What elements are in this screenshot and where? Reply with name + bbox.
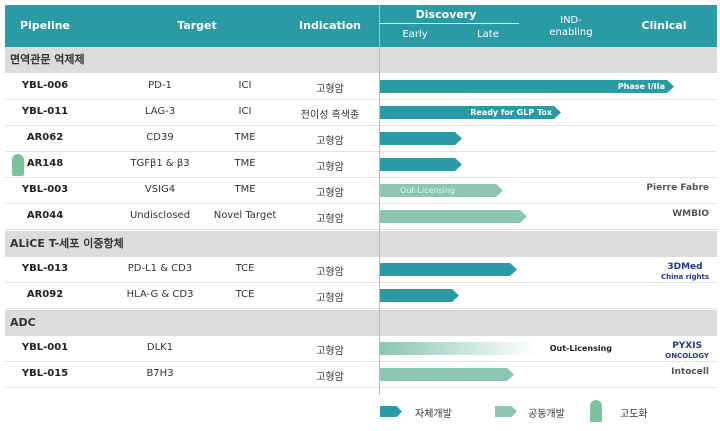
col-late: Late: [477, 29, 499, 40]
indication: 고형암: [316, 346, 344, 357]
indication: 전이성 흑색종: [300, 110, 360, 121]
indication: 고형암: [316, 372, 344, 383]
modality: Novel Target: [213, 210, 277, 221]
modality: TME: [234, 158, 256, 169]
table-row: YBL-006 PD-1 ICI 고형암 Phase I/IIa: [5, 74, 717, 100]
col-early: Early: [402, 29, 428, 40]
target: PD-1: [148, 80, 172, 91]
table-row: YBL-013 PD-L1 & CD3 TCE 고형암 3DMed China r…: [5, 257, 717, 283]
indication: 고형암: [316, 162, 344, 173]
pipeline-name: YBL-015: [21, 368, 69, 379]
progress-bar: Out-Licensing: [380, 342, 621, 355]
legend-own-swatch: [380, 406, 402, 417]
pipeline-name: AR062: [26, 132, 64, 143]
progress-bar: Ready for GLP Tox: [380, 106, 561, 119]
target: LAG-3: [144, 106, 176, 117]
pipeline-name: AR044: [26, 210, 64, 221]
col-target: Target: [177, 19, 217, 32]
table-row: YBL-015 B7H3 고형암 Intocell: [5, 362, 717, 388]
modality: TCE: [235, 289, 255, 300]
pipeline-name: AR148: [26, 158, 64, 169]
section-header: ALiCE T-세포 이중항체: [5, 231, 717, 257]
pipeline-name: YBL-001: [21, 342, 69, 353]
progress-bar: [380, 368, 514, 381]
col-ind: IND-: [560, 15, 582, 26]
table-row: YBL-001 DLK1 고형암 Out-Licensing PYXIS ONCO…: [5, 336, 717, 362]
progress-bar: Phase I/IIa: [380, 80, 674, 93]
modality: TME: [234, 132, 256, 143]
pipeline-name: YBL-013: [21, 263, 69, 274]
target: B7H3: [146, 368, 174, 379]
partner-logo: WMBIO: [672, 209, 709, 219]
target: DLK1: [146, 342, 174, 353]
modality: ICI: [238, 80, 252, 91]
progress-bar: [380, 210, 527, 223]
legend-adv: 고도화: [620, 409, 648, 420]
indication: 고형암: [316, 136, 344, 147]
partner-logo: 3DMed China rights: [660, 262, 709, 281]
progress-bar: [380, 158, 462, 171]
table-row: YBL-003 VSIG4 TME 고형암 Out-Licensing Pier…: [5, 178, 717, 204]
indication: 고형암: [316, 214, 344, 225]
pipeline-name: YBL-003: [21, 184, 69, 195]
table-row: AR148 TGFβ1 & β3 TME 고형암: [5, 152, 717, 178]
legend-own: 자체개발: [415, 409, 452, 420]
target: HLA-G & CD3: [126, 289, 194, 300]
pipeline-name: YBL-006: [21, 80, 69, 91]
partner-logo: Intocell: [671, 367, 709, 377]
partner-logo: PYXIS ONCOLOGY: [665, 341, 709, 360]
progress-bar: [380, 289, 459, 302]
progress-bar: [380, 263, 517, 276]
col-pipeline: Pipeline: [20, 19, 70, 32]
target: TGFβ1 & β3: [130, 158, 190, 169]
divider: [379, 5, 380, 395]
col-ind-2: enabling: [549, 27, 593, 38]
pipeline-name: AR092: [26, 289, 64, 300]
rocket-icon: [590, 400, 602, 422]
modality: TME: [234, 184, 256, 195]
indication: 고형암: [316, 188, 344, 199]
pipeline-name: YBL-011: [21, 106, 69, 117]
section-header: ADC: [5, 310, 717, 336]
col-clinical: Clinical: [641, 19, 687, 32]
table-row: AR044 Undisclosed Novel Target 고형암 WMBIO: [5, 204, 717, 230]
rocket-icon: [12, 154, 24, 176]
partner-logo: Pierre Fabre: [646, 183, 709, 193]
table-row: AR092 HLA-G & CD3 TCE 고형암: [5, 283, 717, 309]
indication: 고형암: [316, 293, 344, 304]
target: Undisclosed: [129, 210, 191, 221]
table-header: Pipeline Target Indication Discovery Ear…: [5, 5, 717, 47]
table-row: AR062 CD39 TME 고형암: [5, 126, 717, 152]
target: CD39: [146, 132, 174, 143]
col-discovery: Discovery: [415, 8, 477, 21]
progress-bar: Out-Licensing: [380, 184, 503, 197]
indication: 고형암: [316, 267, 344, 278]
legend-co: 공동개발: [528, 409, 565, 420]
target: PD-L1 & CD3: [127, 263, 193, 274]
legend-co-swatch: [495, 406, 517, 417]
table-row: YBL-011 LAG-3 ICI 전이성 흑색종 Ready for GLP …: [5, 100, 717, 126]
indication: 고형암: [316, 84, 344, 95]
target: VSIG4: [144, 184, 176, 195]
modality: ICI: [238, 106, 252, 117]
modality: TCE: [235, 263, 255, 274]
section-header: 면역관문 억제제: [5, 47, 717, 73]
progress-bar: [380, 132, 462, 145]
col-indication: Indication: [299, 19, 361, 32]
